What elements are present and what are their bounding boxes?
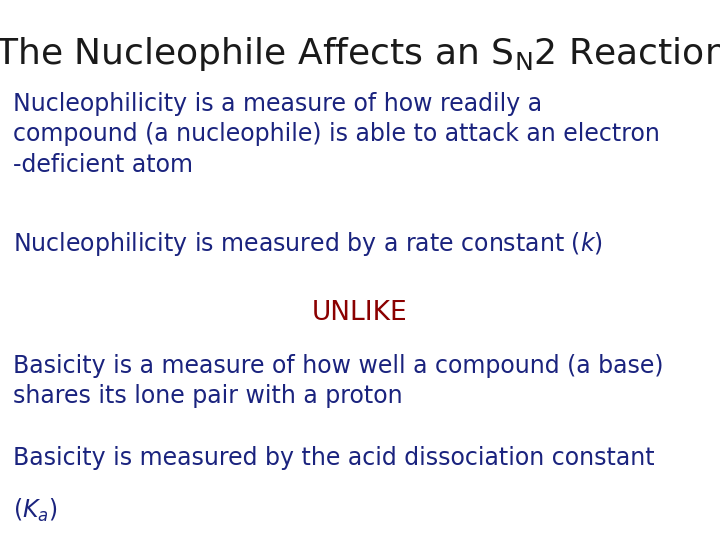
Text: UNLIKE: UNLIKE [312, 300, 408, 326]
Text: ($\mathit{K}_\mathit{a}$): ($\mathit{K}_\mathit{a}$) [13, 497, 58, 524]
Text: Basicity is a measure of how well a compound (a base)
shares its lone pair with : Basicity is a measure of how well a comp… [13, 354, 663, 408]
Text: Nucleophilicity is measured by a rate constant ($\mathit{k}$): Nucleophilicity is measured by a rate co… [13, 230, 603, 258]
Text: The Nucleophile Affects an $\mathregular{S_N}$2 Reaction: The Nucleophile Affects an $\mathregular… [0, 35, 720, 73]
Text: Nucleophilicity is a measure of how readily a
compound (a nucleophile) is able t: Nucleophilicity is a measure of how read… [13, 92, 660, 177]
Text: Basicity is measured by the acid dissociation constant: Basicity is measured by the acid dissoci… [13, 446, 654, 469]
